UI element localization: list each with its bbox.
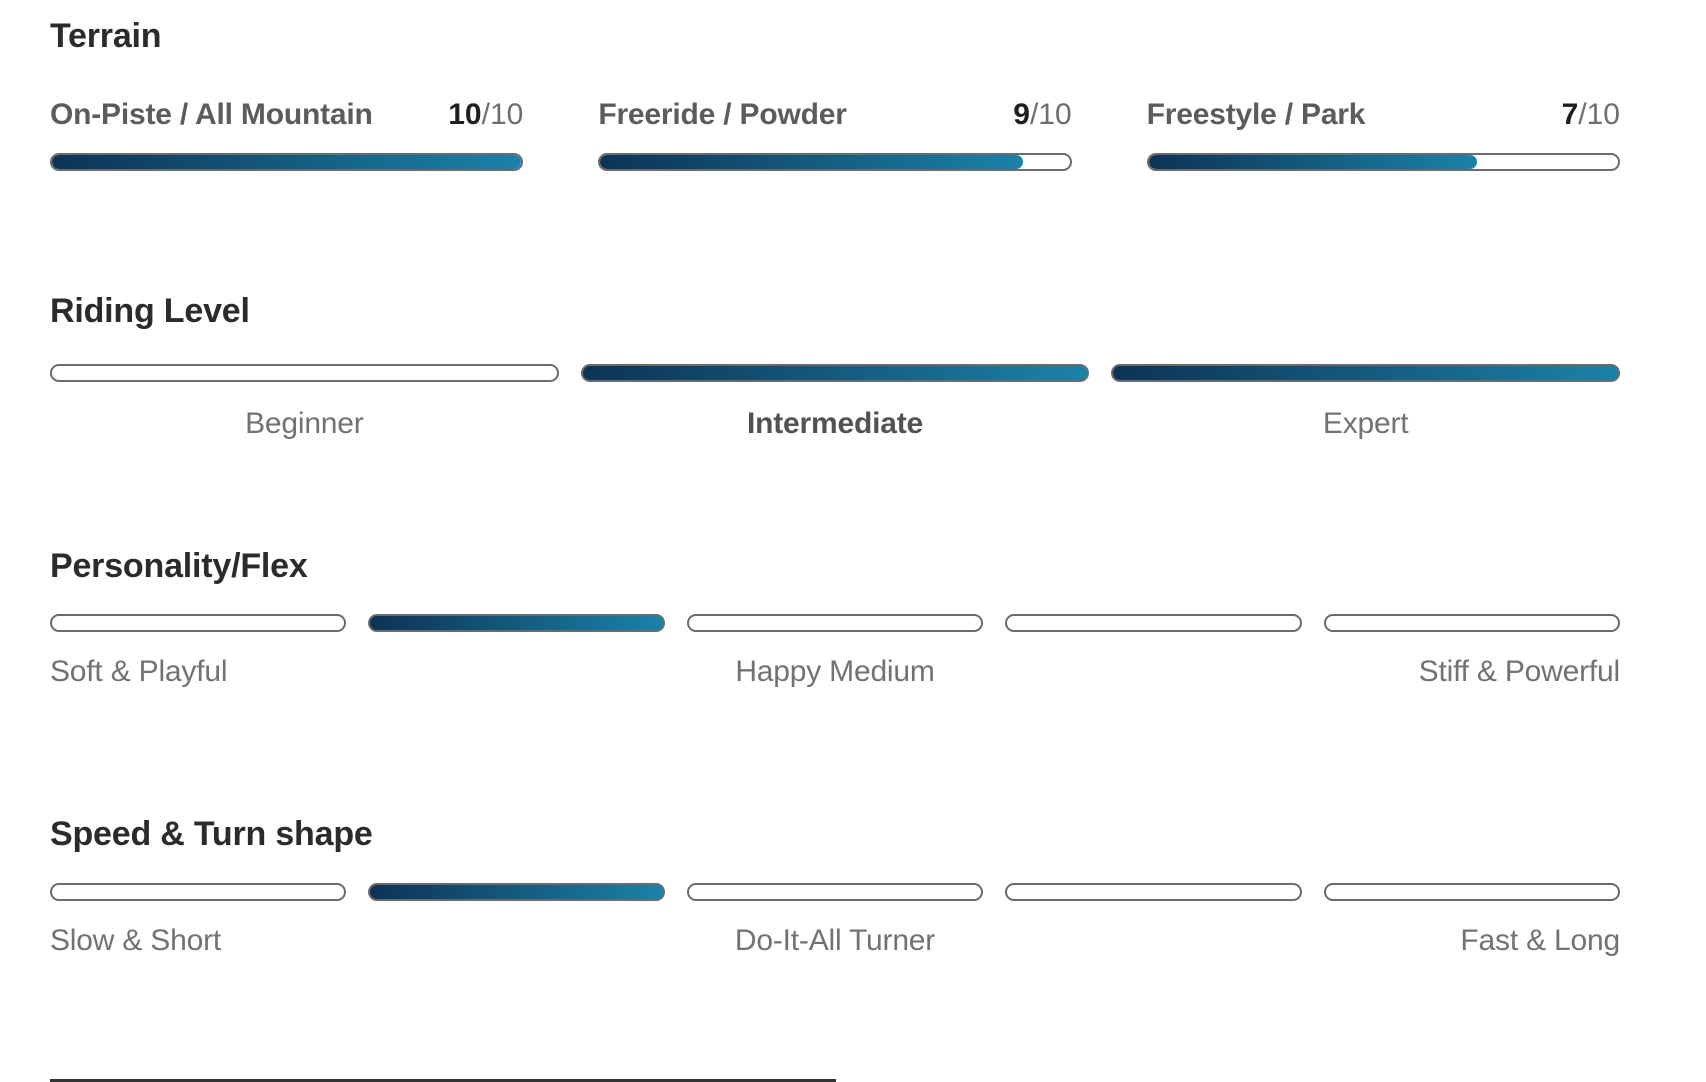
scale-segment-expert (1111, 363, 1621, 382)
scale-segment-1 (50, 614, 347, 633)
rating-score: 10 (448, 97, 482, 131)
label-happy-medium: Happy Medium (735, 655, 935, 689)
rating-max: /10 (1578, 97, 1620, 131)
scale-segment-4 (1005, 883, 1302, 902)
rating-score: 9 (1013, 97, 1030, 131)
rating-bar-fill (1148, 154, 1478, 169)
speed-turn-scale (50, 883, 1621, 902)
scale-segment-5 (1323, 614, 1621, 633)
rating-value: 9/10 (1013, 97, 1071, 133)
rating-max: /10 (481, 97, 524, 131)
scale-segment-5 (1323, 883, 1621, 902)
terrain-title: Terrain (50, 17, 162, 55)
rating-label: On-Piste / All Mountain (50, 97, 373, 131)
speed-turn-title: Speed & Turn shape (50, 815, 373, 854)
label-beginner: Beginner (245, 406, 364, 440)
rating-label: Freestyle / Park (1146, 97, 1366, 131)
rating-bar-fill (52, 154, 522, 169)
terrain-section: Terrain On-Piste / All Mountain 10/10 Fr… (50, 16, 1620, 171)
rating-bar-track (1146, 152, 1620, 171)
rating-value: 7/10 (1562, 97, 1620, 133)
label-intermediate: Intermediate (747, 406, 923, 440)
label-slow-short: Slow & Short (50, 924, 222, 958)
label-soft-playful: Soft & Playful (50, 655, 228, 689)
personality-flex-scale (50, 614, 1621, 633)
riding-level-labels: Beginner Intermediate Expert (50, 406, 1620, 442)
scale-segment-1 (50, 883, 347, 902)
label-expert: Expert (1322, 406, 1409, 440)
label-fast-long: Fast & Long (1460, 924, 1620, 958)
rating-bar-track (50, 152, 524, 171)
personality-flex-section: Personality/Flex Soft & Playful Happy Me… (50, 546, 1620, 691)
rating-freeride-powder: Freeride / Powder 9/10 (598, 97, 1072, 171)
rating-bar-fill (600, 154, 1023, 169)
spec-panel: Terrain On-Piste / All Mountain 10/10 Fr… (50, 16, 1621, 959)
label-stiff-powerful: Stiff & Powerful (1418, 655, 1621, 689)
riding-level-scale (50, 363, 1621, 382)
speed-turn-section: Speed & Turn shape Slow & Short Do-It-Al… (50, 814, 1620, 959)
label-do-it-all-turner: Do-It-All Turner (734, 924, 936, 958)
rating-freestyle-park: Freestyle / Park 7/10 (1146, 97, 1620, 171)
scale-segment-intermediate (580, 363, 1090, 382)
rating-label: Freeride / Powder (598, 97, 847, 131)
speed-turn-labels: Slow & Short Do-It-All Turner Fast & Lon… (50, 923, 1620, 959)
rating-score: 7 (1561, 97, 1579, 131)
scale-segment-3 (686, 614, 984, 633)
scale-segment-3 (686, 883, 984, 902)
personality-flex-title: Personality/Flex (50, 546, 308, 585)
riding-level-section: Riding Level Beginner Intermediate Exper… (50, 291, 1621, 442)
rating-onpiste-all-mountain: On-Piste / All Mountain 10/10 (50, 97, 524, 171)
rating-max: /10 (1029, 97, 1072, 131)
scale-segment-4 (1005, 614, 1302, 633)
bottom-divider (50, 1079, 836, 1082)
scale-segment-beginner (50, 363, 559, 382)
riding-level-title: Riding Level (50, 291, 250, 330)
rating-bar-track (598, 152, 1072, 171)
scale-segment-2 (368, 883, 665, 902)
terrain-ratings-row: On-Piste / All Mountain 10/10 Freeride /… (50, 97, 1620, 171)
rating-value: 10/10 (448, 97, 523, 133)
personality-flex-labels: Soft & Playful Happy Medium Stiff & Powe… (50, 654, 1620, 690)
scale-segment-2 (368, 614, 665, 633)
